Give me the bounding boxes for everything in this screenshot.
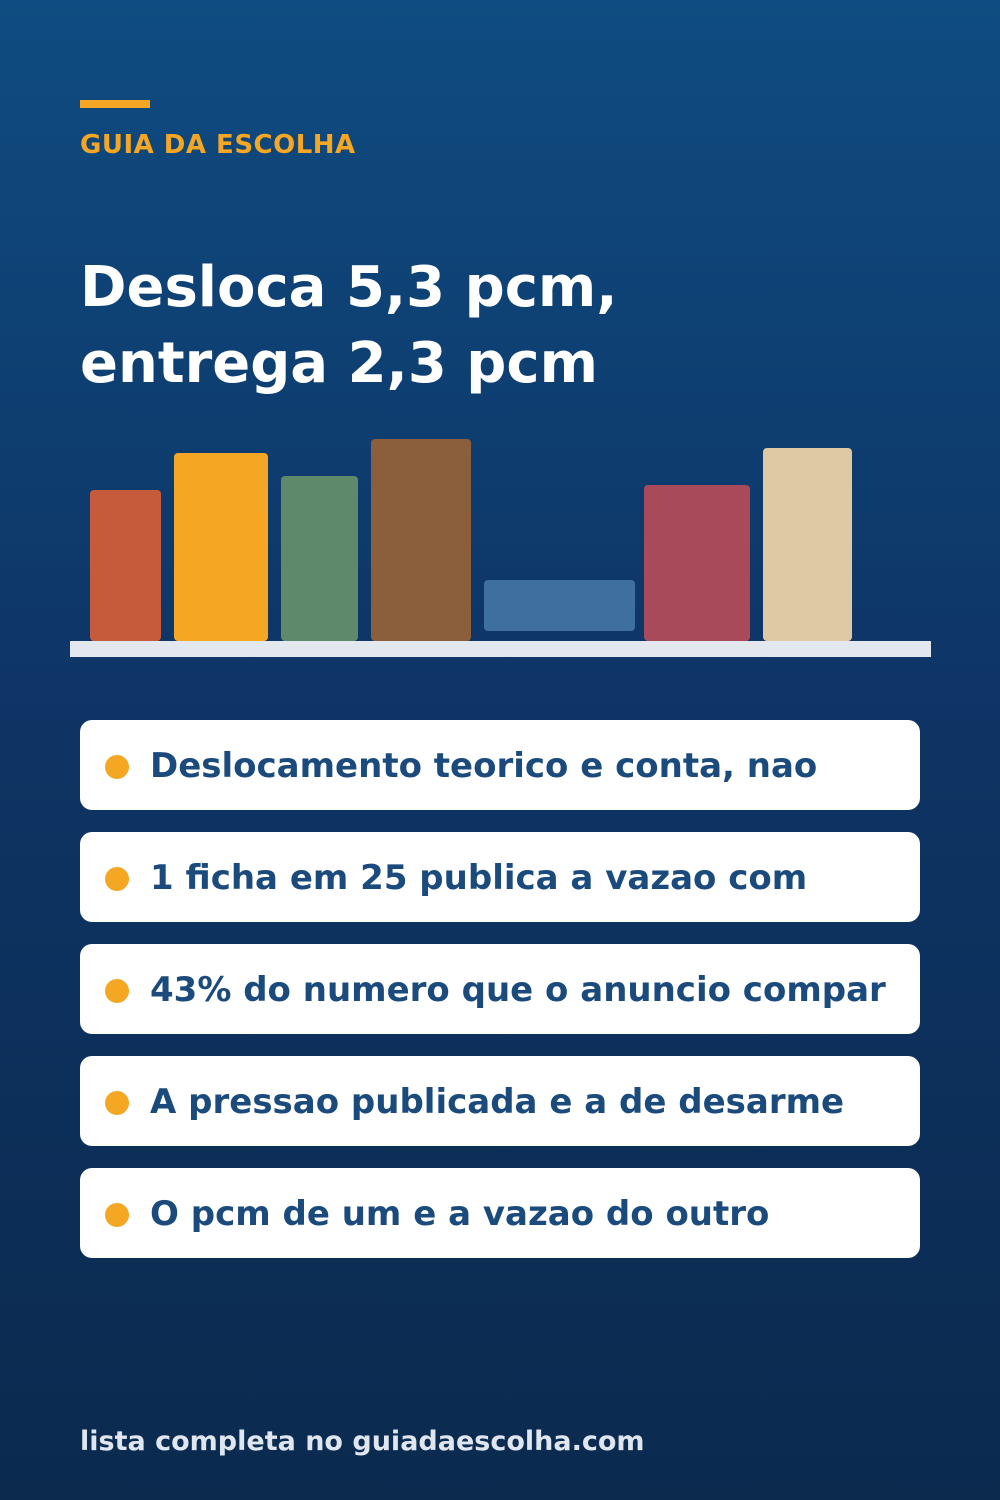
point-card: Deslocamento teorico e conta, nao [80,720,920,810]
bullet-dot-icon [105,1203,129,1227]
point-card: 1 ficha em 25 publica a vazao com [80,832,920,922]
book-7 [763,448,852,641]
shelf [70,641,931,657]
headline-line-2: entrega 2,3 pcm [80,331,598,396]
book-3 [281,476,358,641]
book-2 [174,453,268,641]
bullet-dot-icon [105,979,129,1003]
point-card: O pcm de um e a vazao do outro [80,1168,920,1258]
brand-name: GUIA DA ESCOLHA [80,130,356,160]
point-text: 43% do numero que o anuncio compar [150,970,886,1010]
bullet-dot-icon [105,1091,129,1115]
point-text: O pcm de um e a vazao do outro [150,1194,770,1234]
point-text: Deslocamento teorico e conta, nao [150,746,818,786]
headline: Desloca 5,3 pcm, entrega 2,3 pcm [80,250,920,402]
point-card: A pressao publicada e a de desarme [80,1056,920,1146]
point-text: 1 ficha em 25 publica a vazao com [150,858,808,898]
book-5-lying [484,580,635,631]
footer-link-text: lista completa no guiadaescolha.com [80,1426,645,1457]
points-list: Deslocamento teorico e conta, nao 1 fich… [80,720,920,1280]
brand-accent-bar [80,100,150,108]
bullet-dot-icon [105,755,129,779]
point-card: 43% do numero que o anuncio compar [80,944,920,1034]
book-6 [644,485,750,641]
headline-line-1: Desloca 5,3 pcm, [80,255,618,320]
bullet-dot-icon [105,867,129,891]
point-text: A pressao publicada e a de desarme [150,1082,845,1122]
book-1 [90,490,161,641]
book-4 [371,439,471,641]
